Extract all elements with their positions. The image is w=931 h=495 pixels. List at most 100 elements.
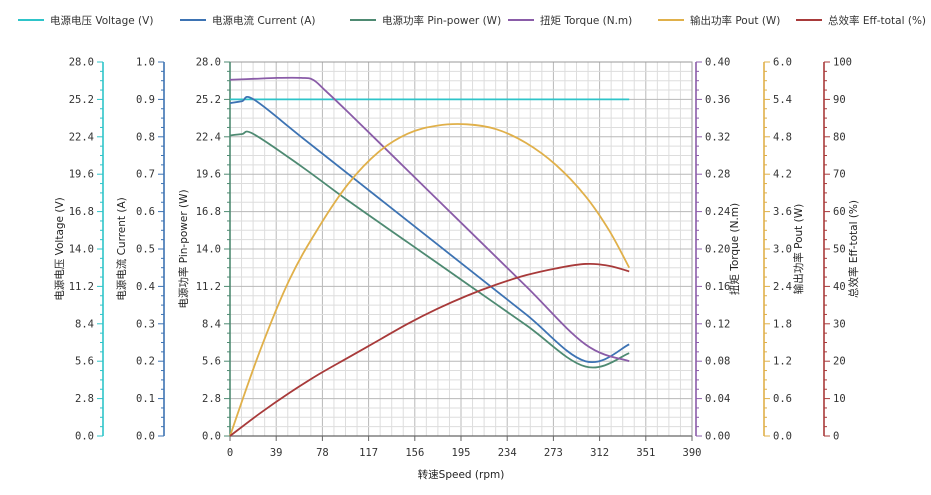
y-tick-label: 0.24 xyxy=(705,206,730,218)
legend-item[interactable]: 输出功率 Pout (W) xyxy=(658,14,780,27)
y-tick-label: 0.04 xyxy=(705,393,730,405)
y-tick-label: 30 xyxy=(833,318,846,330)
y-axis-voltage: 0.0 2.8 5.6 8.4 11.2 14.0 16.8 19.6 22.4 25.2 28.0… xyxy=(53,57,104,443)
y-tick-label: 16.8 xyxy=(69,206,94,218)
y-tick-label: 5.4 xyxy=(773,94,792,106)
y-tick-label: 0.2 xyxy=(136,356,155,368)
y-tick-label: 70 xyxy=(833,169,846,181)
y-tick-label: 2.8 xyxy=(75,393,94,405)
y-tick-label: 0.4 xyxy=(136,281,155,293)
y-tick-label: 0.20 xyxy=(705,244,730,256)
y-tick-label: 28.0 xyxy=(196,57,221,69)
y-tick-label: 0 xyxy=(833,431,839,443)
axes: 0 39 78 117 156 195 234 273 312 351 390 0.0 2.8 5.6 8.… xyxy=(53,57,860,460)
y-tick-label: 16.8 xyxy=(196,206,221,218)
legend-item[interactable]: 扭矩 Torque (N.m) xyxy=(508,14,632,27)
y-tick-label: 20 xyxy=(833,356,846,368)
x-tick-label: 312 xyxy=(590,447,609,459)
series-lines xyxy=(229,76,631,437)
y-tick-label: 0.12 xyxy=(705,318,730,330)
legend-item[interactable]: 电源电压 Voltage (V) xyxy=(18,14,153,27)
y-axis-label: 输出功率 Pout (W) xyxy=(792,204,805,294)
y-tick-label: 5.6 xyxy=(75,356,94,368)
x-tick-label: 78 xyxy=(316,447,329,459)
y-tick-label: 11.2 xyxy=(69,281,94,293)
y-axis-torque: 0.00 0.04 0.08 0.12 0.16 0.20 0.24 0.28 0.32 0.36… xyxy=(695,57,741,443)
y-tick-label: 22.4 xyxy=(69,131,94,143)
y-tick-label: 0.32 xyxy=(705,131,730,143)
y-tick-label: 14.0 xyxy=(196,244,221,256)
x-tick-label: 273 xyxy=(544,447,563,459)
y-axis-label: 电源电压 Voltage (V) xyxy=(53,197,66,300)
x-tick-label: 39 xyxy=(270,447,283,459)
grid xyxy=(229,61,693,437)
y-tick-label: 0.9 xyxy=(136,94,155,106)
y-tick-label: 10 xyxy=(833,393,846,405)
series-line-current xyxy=(229,95,630,364)
y-axis-label: 扭矩 Torque (N.m) xyxy=(728,203,741,295)
y-tick-label: 8.4 xyxy=(75,318,94,330)
series-line-pout xyxy=(229,123,631,437)
y-tick-label: 3.6 xyxy=(773,206,792,218)
y-axis-label: 总效率 Eff-total (%) xyxy=(847,200,860,298)
y-tick-label: 8.4 xyxy=(202,318,221,330)
x-tick-label: 234 xyxy=(498,447,517,459)
legend-label: 输出功率 Pout (W) xyxy=(690,14,780,27)
y-tick-label: 4.2 xyxy=(773,169,792,181)
y-tick-label: 1.0 xyxy=(136,57,155,69)
y-tick-label: 0.7 xyxy=(136,169,155,181)
y-tick-label: 0.0 xyxy=(75,431,94,443)
y-tick-label: 25.2 xyxy=(69,94,94,106)
y-tick-label: 100 xyxy=(833,57,852,69)
y-tick-label: 0.5 xyxy=(136,244,155,256)
legend-label: 总效率 Eff-total (%) xyxy=(828,14,926,27)
y-tick-label: 5.6 xyxy=(202,356,221,368)
series-line-eff xyxy=(229,262,630,437)
legend-label: 扭矩 Torque (N.m) xyxy=(540,14,632,27)
y-tick-label: 0.00 xyxy=(705,431,730,443)
legend: 电源电压 Voltage (V) 电源电流 Current (A) 电源功率 Pin… xyxy=(18,14,926,27)
series-line-pin xyxy=(229,130,630,369)
y-tick-label: 0.08 xyxy=(705,356,730,368)
y-tick-label: 22.4 xyxy=(196,131,221,143)
x-tick-label: 195 xyxy=(452,447,471,459)
y-tick-label: 0.1 xyxy=(136,393,155,405)
y-tick-label: 28.0 xyxy=(69,57,94,69)
y-tick-label: 19.6 xyxy=(69,169,94,181)
x-tick-label: 117 xyxy=(359,447,378,459)
legend-item[interactable]: 总效率 Eff-total (%) xyxy=(796,14,926,27)
y-tick-label: 0.6 xyxy=(773,393,792,405)
y-tick-label: 50 xyxy=(833,244,846,256)
y-tick-label: 40 xyxy=(833,281,846,293)
y-tick-label: 0.0 xyxy=(773,431,792,443)
y-tick-label: 90 xyxy=(833,94,846,106)
y-tick-label: 60 xyxy=(833,206,846,218)
y-tick-label: 14.0 xyxy=(69,244,94,256)
y-tick-label: 0.6 xyxy=(136,206,155,218)
x-axis: 0 39 78 117 156 195 234 273 312 351 390 xyxy=(227,435,701,459)
y-tick-label: 0.16 xyxy=(705,281,730,293)
y-tick-label: 1.8 xyxy=(773,318,792,330)
series-line-torque xyxy=(229,76,630,363)
y-tick-label: 19.6 xyxy=(196,169,221,181)
y-tick-label: 80 xyxy=(833,131,846,143)
x-tick-label: 351 xyxy=(636,447,655,459)
y-tick-label: 0.28 xyxy=(705,169,730,181)
y-tick-label: 3.0 xyxy=(773,244,792,256)
y-axis-label: 电源电流 Current (A) xyxy=(115,197,128,301)
y-tick-label: 0.8 xyxy=(136,131,155,143)
y-axis-pin: 0.0 2.8 5.6 8.4 11.2 14.0 16.8 19.6 22.4 25.2 28.0… xyxy=(177,57,231,443)
y-tick-label: 0.0 xyxy=(136,431,155,443)
legend-item[interactable]: 电源功率 Pin-power (W) xyxy=(350,14,501,27)
y-tick-label: 0.3 xyxy=(136,318,155,330)
y-axis-current: 0.0 0.1 0.2 0.3 0.4 0.5 0.6 0.7 0.8 0.9 1.0 电源电流 Cu… xyxy=(115,57,165,443)
legend-item[interactable]: 电源电流 Current (A) xyxy=(180,14,316,27)
y-axis-eff: 0 10 20 30 40 50 60 70 80 90 100 总效率 Eff-total (%) xyxy=(823,57,860,443)
y-tick-label: 2.4 xyxy=(773,281,792,293)
y-tick-label: 0.36 xyxy=(705,94,730,106)
x-tick-label: 156 xyxy=(405,447,424,459)
y-axis-label: 电源功率 Pin-power (W) xyxy=(177,189,190,308)
y-tick-label: 6.0 xyxy=(773,57,792,69)
y-tick-label: 0.0 xyxy=(202,431,221,443)
